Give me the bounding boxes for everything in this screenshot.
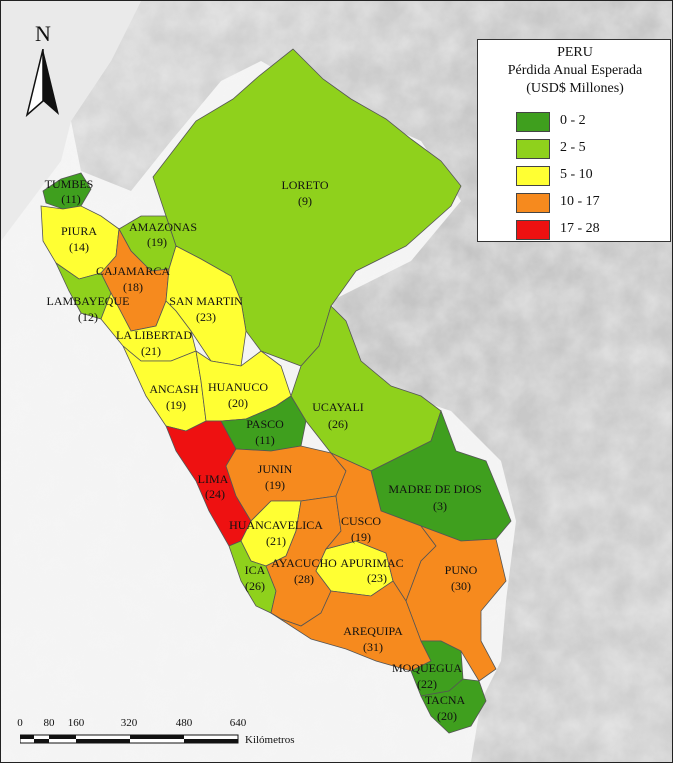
value-ayacucho: (28): [294, 572, 314, 586]
value-cajamarca: (18): [123, 280, 143, 294]
legend-swatch: [516, 112, 550, 132]
value-apurimac: (23): [367, 571, 387, 585]
legend: PERU Pérdida Anual Esperada (USD$ Millon…: [477, 39, 671, 242]
legend-label: 5 - 10: [560, 167, 593, 182]
region-arequipa: [270, 580, 432, 672]
region-ucayali: [290, 305, 442, 472]
value-cusco: (19): [351, 530, 371, 544]
scale-tick-label: 80: [43, 717, 55, 729]
value-arequipa: (31): [363, 640, 383, 654]
scale-tick-label: 480: [175, 717, 193, 729]
value-moquegua: (22): [417, 677, 437, 691]
label-ayacucho: AYACUCHO: [271, 556, 337, 570]
legend-swatch: [516, 220, 550, 240]
scale-unit: Kilómetros: [245, 734, 295, 746]
scale-bar-graphic: [20, 734, 239, 744]
label-puno: PUNO: [445, 563, 478, 577]
value-piura: (14): [69, 240, 89, 254]
region-tacna: [420, 678, 487, 734]
label-cajamarca: CAJAMARCA: [96, 264, 170, 278]
value-huanuco: (20): [228, 396, 248, 410]
value-ancash: (19): [166, 398, 186, 412]
value-san-martin: (23): [196, 310, 216, 324]
value-la-libertad: (21): [141, 344, 161, 358]
label-piura: PIURA: [61, 224, 97, 238]
legend-title-line-1: PERU: [557, 45, 593, 60]
value-ucayali: (26): [328, 417, 348, 431]
scale-bar: 0 80 160 320 480 640 Kilómetros: [15, 717, 315, 753]
value-pasco: (11): [255, 433, 275, 447]
value-junin: (19): [265, 478, 285, 492]
label-cusco: CUSCO: [341, 514, 381, 528]
value-loreto: (9): [298, 194, 312, 208]
north-letter: N: [35, 21, 51, 46]
regions: [40, 48, 512, 734]
region-tumbes: [42, 172, 92, 210]
label-moquegua: MOQUEGUA: [392, 661, 462, 675]
legend-title-line-3: (USD$ Millones): [526, 81, 624, 96]
scale-tick-label: 0: [17, 717, 23, 729]
label-ucayali: UCAYALI: [312, 400, 364, 414]
legend-swatch: [516, 166, 550, 186]
value-tumbes: (11): [61, 192, 81, 206]
label-lima: LIMA: [198, 472, 229, 486]
north-arrow-icon: [25, 49, 59, 118]
scale-tick-label: 640: [229, 717, 247, 729]
label-huancavelica: HUANCAVELICA: [229, 518, 323, 532]
legend-swatch: [516, 193, 550, 213]
label-junin: JUNIN: [258, 462, 293, 476]
label-la-libertad: LA LIBERTAD: [116, 328, 192, 342]
value-lambayeque: (12): [78, 310, 98, 324]
value-ica: (26): [245, 579, 265, 593]
region-labels: TUMBES (11) PIURA (14) AMAZONAS (19) LOR…: [45, 177, 482, 723]
label-ica: ICA: [245, 563, 266, 577]
label-huanuco: HUANUCO: [208, 380, 268, 394]
legend-label: 17 - 28: [560, 221, 600, 236]
label-amazonas: AMAZONAS: [129, 220, 197, 234]
label-ancash: ANCASH: [149, 382, 199, 396]
value-lima: (24): [205, 487, 225, 501]
legend-label: 10 - 17: [560, 194, 600, 209]
label-tacna: TACNA: [425, 693, 466, 707]
label-madre-de-dios: MADRE DE DIOS: [388, 482, 481, 496]
andes-relief: [1, 1, 141, 241]
label-arequipa: AREQUIPA: [343, 624, 403, 638]
legend-swatch: [516, 139, 550, 159]
legend-title-line-2: Pérdida Anual Esperada: [507, 63, 643, 78]
label-lambayeque: LAMBAYEQUE: [47, 294, 130, 308]
legend-label: 0 - 2: [560, 113, 586, 128]
value-madre-de-dios: (3): [433, 499, 447, 513]
value-tacna: (20): [437, 709, 457, 723]
value-puno: (30): [451, 579, 471, 593]
label-apurimac: APURIMAC: [340, 556, 403, 570]
legend-label: 2 - 5: [560, 140, 586, 155]
north-arrow: N: [23, 21, 63, 118]
scale-tick-label: 320: [120, 717, 138, 729]
label-tumbes: TUMBES: [45, 177, 94, 191]
value-amazonas: (19): [147, 235, 167, 249]
label-loreto: LORETO: [281, 178, 328, 192]
label-san-martin: SAN MARTIN: [169, 294, 243, 308]
value-huancavelica: (21): [266, 534, 286, 548]
label-pasco: PASCO: [246, 417, 284, 431]
scale-tick-label: 160: [67, 717, 85, 729]
